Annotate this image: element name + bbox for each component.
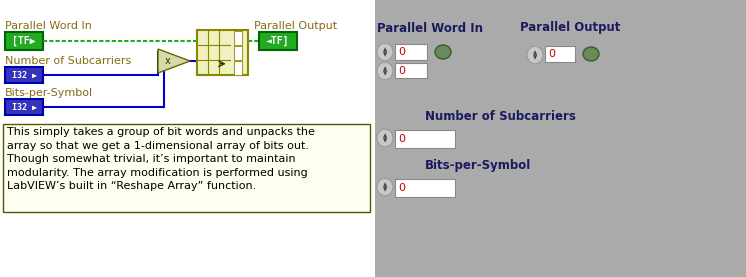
Bar <box>233 31 242 45</box>
Text: Bits-per-Symbol: Bits-per-Symbol <box>425 160 531 173</box>
Text: I32 ▶: I32 ▶ <box>11 102 37 112</box>
Text: Number of Subcarriers: Number of Subcarriers <box>425 109 576 122</box>
Bar <box>5 99 43 115</box>
Text: ▼: ▼ <box>383 71 387 76</box>
Bar <box>259 32 297 50</box>
Text: Parallel Word In: Parallel Word In <box>5 21 92 31</box>
Ellipse shape <box>527 46 543 64</box>
Text: 0: 0 <box>398 65 405 76</box>
Bar <box>197 30 248 75</box>
Bar <box>233 61 242 75</box>
Text: I32 ▶: I32 ▶ <box>11 71 37 79</box>
Text: Parallel Output: Parallel Output <box>520 22 620 35</box>
Text: 0: 0 <box>398 47 405 57</box>
Text: This simply takes a group of bit words and unpacks the
array so that we get a 1-: This simply takes a group of bit words a… <box>7 127 315 191</box>
Text: ▲: ▲ <box>383 183 387 188</box>
Bar <box>395 44 427 60</box>
Bar <box>375 0 746 277</box>
Ellipse shape <box>377 62 393 80</box>
Text: Number of Subcarriers: Number of Subcarriers <box>5 56 131 66</box>
Text: 0: 0 <box>548 49 555 59</box>
Ellipse shape <box>583 47 599 61</box>
Bar <box>233 46 242 60</box>
Text: ▼: ▼ <box>383 138 387 143</box>
Text: ▼: ▼ <box>383 53 387 58</box>
Bar <box>5 32 43 50</box>
Text: Parallel Word In: Parallel Word In <box>377 22 483 35</box>
Text: ▲: ▲ <box>533 50 537 55</box>
Text: Parallel Output: Parallel Output <box>254 21 337 31</box>
Text: ▲: ▲ <box>383 134 387 138</box>
Text: ▲: ▲ <box>383 66 387 71</box>
Text: 0: 0 <box>398 134 405 144</box>
Bar <box>545 46 575 62</box>
Ellipse shape <box>377 178 393 196</box>
Bar <box>395 179 455 197</box>
Ellipse shape <box>435 45 451 59</box>
Text: 0: 0 <box>398 183 405 193</box>
Bar <box>5 67 43 83</box>
Text: x: x <box>165 56 171 66</box>
Text: [TF▶: [TF▶ <box>12 36 36 46</box>
Text: Bits-per-Symbol: Bits-per-Symbol <box>5 88 93 98</box>
Ellipse shape <box>377 43 393 61</box>
Text: ▲: ▲ <box>383 47 387 53</box>
Text: ◄TF]: ◄TF] <box>266 36 289 46</box>
Polygon shape <box>158 49 190 73</box>
Ellipse shape <box>377 129 393 147</box>
Text: ▼: ▼ <box>533 55 537 60</box>
Bar <box>395 63 427 78</box>
Bar <box>3 124 370 212</box>
Text: ▼: ▼ <box>383 188 387 193</box>
Bar <box>395 130 455 148</box>
